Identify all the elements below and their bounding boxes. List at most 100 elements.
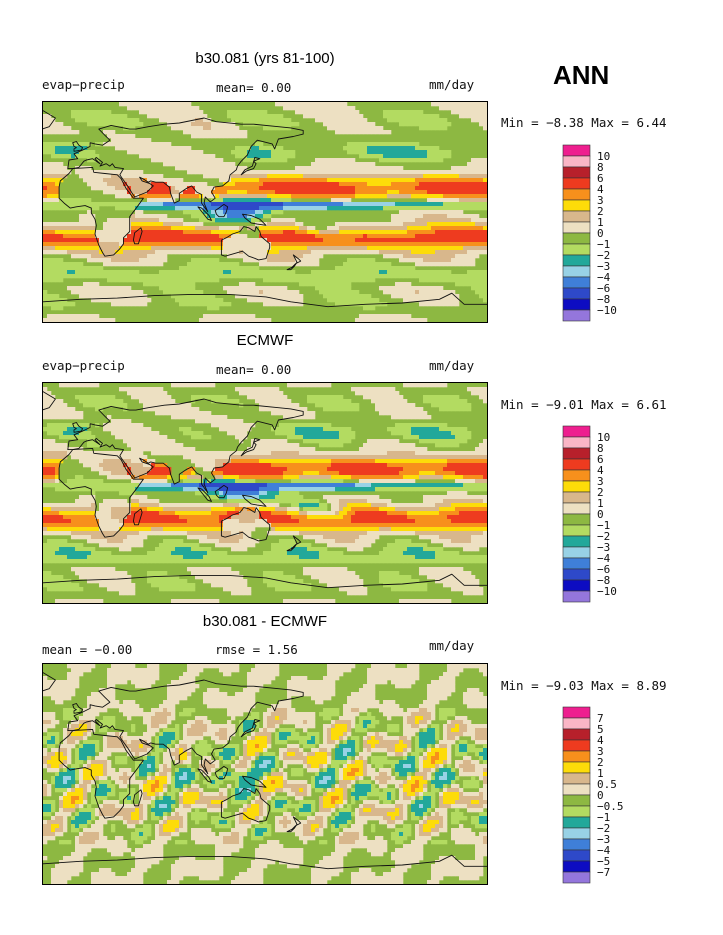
coastline-australia <box>220 507 271 542</box>
colorbar-swatch <box>562 469 591 482</box>
coastline-nz <box>286 254 302 271</box>
colorbar-swatch <box>562 750 591 763</box>
colorbar-level-label: −3 <box>597 541 610 554</box>
panel-2-minmax: Min = −9.01 Max = 6.61 <box>501 397 667 412</box>
colorbar-swatch <box>562 590 591 603</box>
panel-3-mean-label: mean = −0.00 <box>42 642 133 657</box>
coastline-eurasia <box>67 679 304 775</box>
colorbar-swatch <box>562 546 591 559</box>
coastline-japan <box>240 438 261 457</box>
coastline-antarctica <box>43 854 487 870</box>
colorbar-level-label: 0.5 <box>597 778 617 791</box>
panel-1-mean-label: mean= 0.00 <box>216 80 292 95</box>
colorbar-swatch <box>562 309 591 322</box>
colorbar-swatch <box>562 772 591 785</box>
colorbar-swatch <box>562 513 591 526</box>
colorbar-swatch <box>562 243 591 256</box>
colorbar-level-label: 1 <box>597 767 604 780</box>
colorbar-level-label: −8 <box>597 574 610 587</box>
panel-1-map <box>42 101 488 323</box>
coastline-uk <box>72 422 84 433</box>
coastline-madagascar <box>132 508 143 526</box>
colorbar-swatch <box>562 579 591 592</box>
colorbar-level-label: 4 <box>597 183 604 196</box>
colorbar-swatch <box>562 436 591 449</box>
panel-1-title: b30.081 (yrs 81-100) <box>195 50 335 67</box>
colorbar-level-label: 0 <box>597 508 604 521</box>
colorbar-swatch <box>562 199 591 212</box>
colorbar-swatch <box>562 221 591 234</box>
colorbar-level-label: 1 <box>597 216 604 229</box>
colorbar-level-label: 8 <box>597 442 604 455</box>
colorbar-level-label: 2 <box>597 205 604 218</box>
colorbar-swatch <box>562 849 591 862</box>
coastline-uk <box>72 141 84 152</box>
colorbar-swatch <box>562 794 591 807</box>
colorbar-swatch <box>562 838 591 851</box>
colorbar-level-label: −1 <box>597 811 610 824</box>
panel-1-units-label: mm/day <box>429 77 475 92</box>
colorbar-swatch <box>562 805 591 818</box>
coastline-japan <box>240 157 261 176</box>
colorbar-swatch <box>562 144 591 157</box>
colorbar-level-label: −4 <box>597 271 611 284</box>
coastline-nz <box>286 816 302 833</box>
map-svg <box>43 102 487 322</box>
colorbar-swatch <box>562 232 591 245</box>
panel-3-map <box>42 663 488 885</box>
colorbar-level-label: 5 <box>597 723 604 736</box>
colorbar-swatch <box>562 816 591 829</box>
colorbar-level-label: 7 <box>597 712 604 725</box>
colorbar-swatch <box>562 458 591 471</box>
colorbar-swatch <box>562 728 591 741</box>
colorbar-swatch <box>562 188 591 201</box>
colorbar-level-label: −10 <box>597 304 617 317</box>
panel-1-minmax: Min = −8.38 Max = 6.44 <box>501 115 667 130</box>
map-svg <box>43 664 487 884</box>
contour-field <box>43 383 487 603</box>
colorbar-level-label: −4 <box>597 552 611 565</box>
panel-3-colorbar: 7 5 4 3 2 1 0.5 0 −0.5 −1 −2 −3 −4 −5 −7 <box>562 706 624 884</box>
coastline-uk <box>72 703 84 714</box>
colorbar-level-label: 0 <box>597 789 604 802</box>
colorbar-level-label: −2 <box>597 530 610 543</box>
colorbar-level-label: 3 <box>597 194 604 207</box>
coastlines <box>43 110 487 308</box>
colorbar-swatch <box>562 761 591 774</box>
panel-3-units-label: mm/day <box>429 638 475 653</box>
panel-1-colorbar: 10 8 6 4 3 2 1 0 −1 −2 −3 −4 −6 −8 −10 <box>562 144 623 322</box>
coastline-borneo <box>214 203 229 218</box>
panel-1-variable-label: evap−precip <box>42 77 125 92</box>
colorbar-level-label: −6 <box>597 563 610 576</box>
panel-2-title: ECMWF <box>236 332 294 349</box>
colorbar-level-label: 4 <box>597 734 604 747</box>
coastline-antarctica <box>43 573 487 589</box>
coastline-sumatra <box>197 206 212 221</box>
colorbar-level-label: −3 <box>597 833 610 846</box>
colorbar-swatch <box>562 265 591 278</box>
colorbar-swatch <box>562 739 591 752</box>
coastline-newguinea <box>242 494 267 507</box>
colorbar-level-label: −6 <box>597 282 610 295</box>
panel-2-mean-label: mean= 0.00 <box>216 362 292 377</box>
colorbar-level-label: −1 <box>597 519 610 532</box>
colorbar-swatch <box>562 166 591 179</box>
colorbar-level-label: 4 <box>597 464 604 477</box>
colorbar-swatch <box>562 298 591 311</box>
colorbar-level-label: 3 <box>597 745 604 758</box>
coastline-africa <box>58 166 144 257</box>
colorbar-level-label: 8 <box>597 161 604 174</box>
colorbar-swatch <box>562 210 591 223</box>
colorbar-level-label: −1 <box>597 238 610 251</box>
colorbar-swatch <box>562 827 591 840</box>
colorbar-swatch <box>562 783 591 796</box>
coastline-borneo <box>214 765 229 780</box>
colorbar-level-label: −8 <box>597 293 610 306</box>
colorbar-swatch <box>562 706 591 719</box>
coastline-eurasia <box>67 117 304 213</box>
colorbar-level-label: 3 <box>597 475 604 488</box>
colorbar-level-label: −4 <box>597 844 611 857</box>
coastline-nz <box>286 535 302 552</box>
